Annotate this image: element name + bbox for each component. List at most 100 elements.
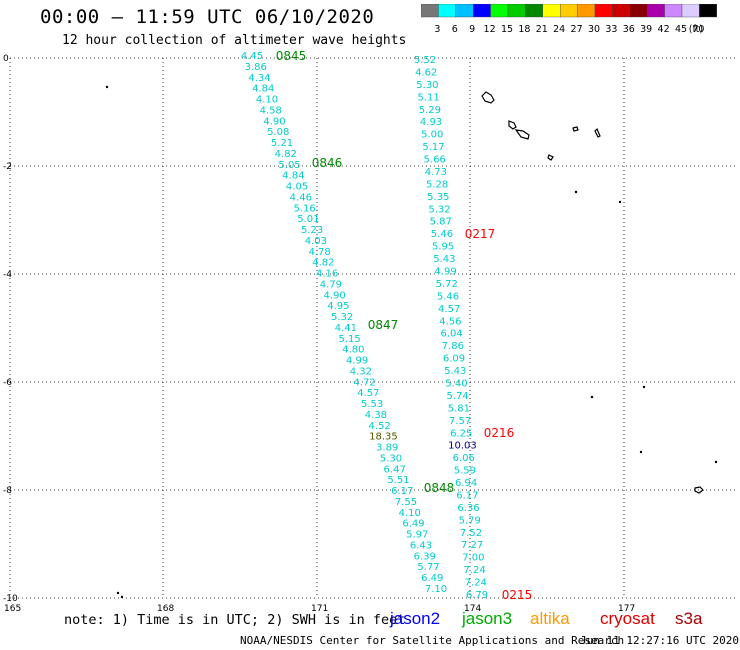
- legend-label: 15: [501, 24, 513, 35]
- wave-height-value: 4.10: [399, 508, 421, 519]
- map-subtitle: 12 hour collection of altimeter wave hei…: [62, 33, 407, 48]
- island: [116, 591, 120, 595]
- legend-label: 39: [640, 24, 652, 35]
- wave-height-value: 6.17: [456, 490, 478, 501]
- pass-time-label: 0848: [424, 481, 455, 495]
- wave-height-value: 7.24: [463, 565, 485, 576]
- lon-label: 168: [157, 604, 174, 614]
- legend-label: 12: [484, 24, 496, 35]
- wave-height-value: 6.04: [440, 329, 462, 340]
- wave-height-value: 5.29: [419, 105, 441, 116]
- wave-height-value: 10.03: [448, 441, 477, 452]
- lat-label: -8: [3, 486, 12, 496]
- sat-jason3: jason3: [462, 609, 513, 628]
- lon-label: 171: [311, 604, 328, 614]
- legend-label: 6: [452, 24, 458, 35]
- wave-height-value: 4.90: [323, 290, 345, 301]
- wave-height-value: 4.57: [438, 304, 460, 315]
- pass-time-label: 0847: [368, 318, 399, 332]
- wave-height-value: 5.40: [445, 378, 467, 389]
- wave-height-value: 5.74: [447, 391, 469, 402]
- wave-height-value: 5.81: [448, 403, 470, 414]
- wave-height-value: 4.99: [434, 267, 456, 278]
- wave-height-value: 7.00: [462, 553, 484, 564]
- wave-height-value: 5.21: [271, 138, 293, 149]
- wave-height-value: 7.27: [461, 540, 483, 551]
- wave-height-value: 3.86: [245, 62, 267, 73]
- island-outline: [508, 120, 517, 130]
- wave-height-value: 6.43: [410, 540, 432, 551]
- wave-height-value: 7.57: [449, 416, 471, 427]
- wave-height-value: 6.09: [443, 354, 465, 365]
- legend-label: 27: [571, 24, 583, 35]
- wave-height-value: 5.72: [436, 279, 458, 290]
- lat-label: 0: [3, 54, 9, 64]
- wave-height-value: 5.30: [416, 80, 438, 91]
- island-outline: [481, 91, 495, 104]
- wave-height-value: 4.03: [305, 236, 327, 247]
- legend-swatch: [699, 4, 717, 18]
- island-outline: [514, 129, 530, 140]
- island-outline: [547, 154, 554, 161]
- island: [590, 395, 594, 399]
- wave-height-value: 5.43: [433, 254, 455, 265]
- wave-height-value: 4.72: [354, 377, 376, 388]
- wave-height-value: 5.52: [414, 55, 436, 66]
- wave-height-value: 4.82: [275, 149, 297, 160]
- wave-height-value: 5.35: [427, 192, 449, 203]
- wave-height-value: 7.10: [425, 584, 447, 595]
- wave-height-value: 5.17: [422, 142, 444, 153]
- footer-timestamp: Jun 11 12:27:16 UTC 2020: [580, 634, 739, 647]
- wave-height-value: 5.59: [454, 466, 476, 477]
- footer-credit: NOAA/NESDIS Center for Satellite Applica…: [240, 634, 625, 647]
- wave-height-value: 4.80: [342, 345, 364, 356]
- lon-label: 165: [4, 604, 21, 614]
- wave-height-value: 4.58: [260, 105, 282, 116]
- wave-height-value: 4.45: [241, 51, 263, 62]
- pass-time-label: 0216: [484, 426, 515, 440]
- wave-height-value: 4.57: [357, 388, 379, 399]
- wave-height-value: 5.66: [424, 155, 446, 166]
- legend-label: 36: [623, 24, 635, 35]
- wave-height-value: 4.46: [290, 192, 312, 203]
- wave-height-value: 5.46: [437, 291, 459, 302]
- wave-height-value: 5.77: [417, 562, 439, 573]
- island-outline: [694, 486, 704, 494]
- wave-height-value: 5.23: [301, 225, 323, 236]
- sat-jason2: jason2: [390, 609, 441, 628]
- wave-height-value: 5.79: [459, 515, 481, 526]
- lat-label: -2: [3, 162, 12, 172]
- island: [574, 190, 578, 194]
- island: [120, 595, 124, 599]
- wave-height-value: 6.94: [455, 478, 477, 489]
- wave-height-value: 4.34: [248, 73, 270, 84]
- wave-height-value: 5.51: [387, 475, 409, 486]
- island-outline: [572, 126, 579, 132]
- wave-height-value: 4.52: [369, 421, 391, 432]
- wave-height-value: 5.28: [426, 179, 448, 190]
- island: [639, 450, 643, 454]
- wave-height-value: 5.01: [297, 214, 319, 225]
- wave-height-value: 4.95: [327, 301, 349, 312]
- sat-altika: altika: [530, 609, 570, 628]
- wave-height-value: 4.82: [312, 258, 334, 269]
- wave-height-value: 4.32: [350, 366, 372, 377]
- wave-height-value: 5.97: [406, 530, 428, 541]
- color-legend: 3 6 9 12 15 18 21 24 27 30 33 36 39 42 45 70(ft): [421, 4, 717, 35]
- note-text: note: 1) Time is in UTC; 2) SWH is in fe…: [64, 612, 406, 628]
- sat-s3a: s3a: [675, 609, 703, 628]
- wave-height-value: 4.73: [425, 167, 447, 178]
- wave-height-value: 4.79: [320, 279, 342, 290]
- lat-label: -6: [3, 378, 12, 388]
- wave-height-value: 5.15: [338, 334, 360, 345]
- legend-label: 24: [553, 24, 565, 35]
- wave-height-value: 18.35: [369, 432, 398, 443]
- wave-height-value: 5.16: [293, 203, 315, 214]
- legend-label: 42: [658, 24, 670, 35]
- wave-height-value: 6.17: [391, 486, 413, 497]
- wave-height-value: 5.05: [278, 160, 300, 171]
- lon-label: 174: [464, 604, 481, 614]
- legend-label: 18: [518, 24, 530, 35]
- island-outline: [594, 127, 601, 138]
